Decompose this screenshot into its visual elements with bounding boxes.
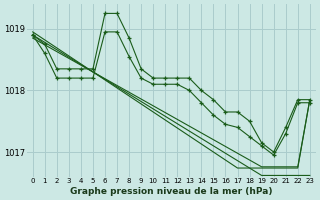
X-axis label: Graphe pression niveau de la mer (hPa): Graphe pression niveau de la mer (hPa)	[70, 187, 273, 196]
